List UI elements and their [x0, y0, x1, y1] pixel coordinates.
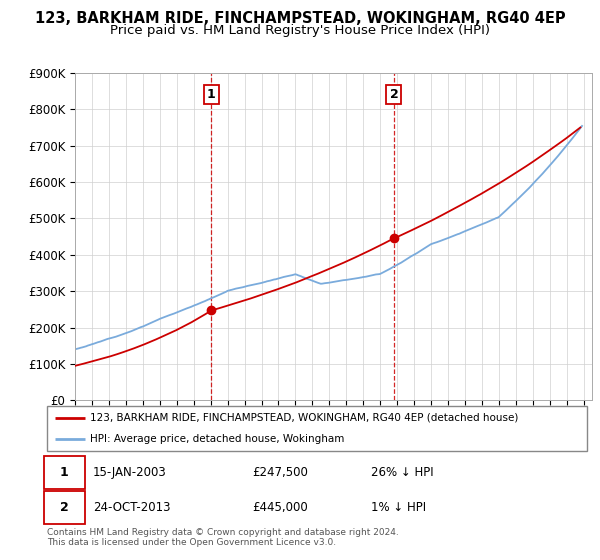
- Text: 1: 1: [60, 466, 69, 479]
- Text: HPI: Average price, detached house, Wokingham: HPI: Average price, detached house, Woki…: [90, 434, 344, 444]
- Text: 123, BARKHAM RIDE, FINCHAMPSTEAD, WOKINGHAM, RG40 4EP (detached house): 123, BARKHAM RIDE, FINCHAMPSTEAD, WOKING…: [90, 413, 518, 423]
- Text: £445,000: £445,000: [252, 501, 308, 514]
- Text: 2: 2: [389, 88, 398, 101]
- FancyBboxPatch shape: [44, 456, 85, 489]
- Text: 1% ↓ HPI: 1% ↓ HPI: [371, 501, 426, 514]
- Text: 26% ↓ HPI: 26% ↓ HPI: [371, 466, 433, 479]
- Text: 123, BARKHAM RIDE, FINCHAMPSTEAD, WOKINGHAM, RG40 4EP: 123, BARKHAM RIDE, FINCHAMPSTEAD, WOKING…: [35, 11, 565, 26]
- Text: 1: 1: [207, 88, 216, 101]
- FancyBboxPatch shape: [44, 491, 85, 524]
- Text: 24-OCT-2013: 24-OCT-2013: [93, 501, 170, 514]
- Text: Contains HM Land Registry data © Crown copyright and database right 2024.
This d: Contains HM Land Registry data © Crown c…: [47, 528, 398, 547]
- Text: Price paid vs. HM Land Registry's House Price Index (HPI): Price paid vs. HM Land Registry's House …: [110, 24, 490, 36]
- Text: 15-JAN-2003: 15-JAN-2003: [93, 466, 166, 479]
- Text: £247,500: £247,500: [252, 466, 308, 479]
- Text: 2: 2: [60, 501, 69, 514]
